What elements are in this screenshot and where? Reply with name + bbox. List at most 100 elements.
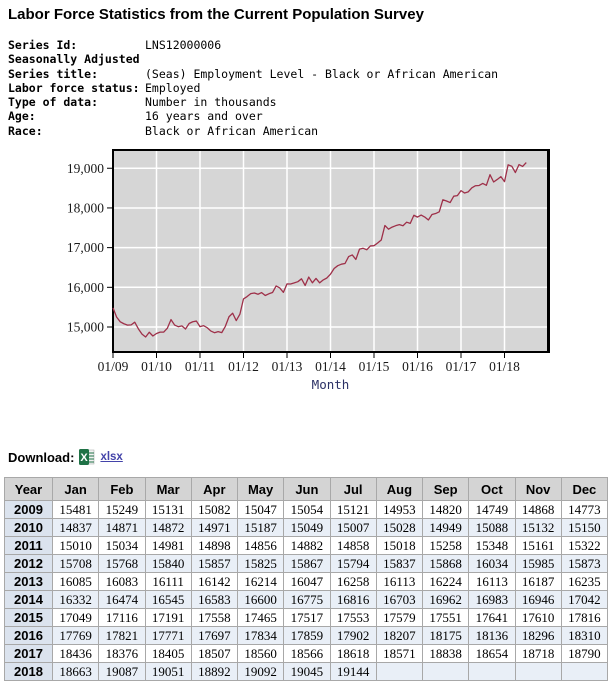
excel-icon[interactable]: X	[79, 449, 95, 465]
value-cell: 15985	[514, 554, 562, 573]
year-cell: 2009	[4, 500, 53, 519]
value-cell: 15088	[468, 518, 516, 537]
value-cell: 18718	[514, 644, 562, 663]
value-cell: 14981	[144, 536, 192, 555]
value-cell: 18838	[421, 644, 470, 663]
value-cell: 14872	[144, 518, 192, 537]
value-cell: 16083	[98, 572, 146, 591]
value-cell: 15150	[560, 518, 609, 537]
table-row: 2014 16332 16474 16545 16583 16600 16775 16816 1…	[4, 590, 609, 609]
month-header-cell: May	[236, 477, 285, 501]
labor-force-status-row: Labor force status: Employed	[8, 81, 498, 95]
month-header-cell: Jun	[283, 477, 331, 501]
x-tick-label: 01/13	[272, 359, 303, 374]
y-tick-label: 19,000	[67, 161, 104, 176]
month-header-cell: Dec	[560, 477, 609, 501]
value-cell: 14882	[283, 536, 331, 555]
x-tick-label: 01/11	[185, 359, 215, 374]
value-cell: 16113	[375, 572, 424, 591]
page-title: Labor Force Statistics from the Current …	[8, 6, 424, 23]
value-cell: 17116	[98, 608, 146, 627]
value-cell: 16214	[236, 572, 285, 591]
value-cell: 15258	[421, 536, 470, 555]
year-cell: 2016	[4, 626, 53, 645]
year-cell: 2014	[4, 590, 53, 609]
value-cell: 17553	[329, 608, 377, 627]
value-cell: 15249	[98, 500, 146, 519]
x-tick-label: 01/16	[402, 359, 433, 374]
value-cell: 18376	[98, 644, 146, 663]
value-cell: 14820	[421, 500, 470, 519]
year-cell: 2017	[4, 644, 53, 663]
x-tick-label: 01/18	[489, 359, 520, 374]
value-cell: 18310	[560, 626, 609, 645]
xlsx-download-link[interactable]: xlsx	[100, 451, 123, 463]
x-tick-label: 01/15	[359, 359, 390, 374]
value-cell: 16474	[98, 590, 146, 609]
table-row: 2010 14837 14871 14872 14971 15187 15049 15007 1…	[4, 518, 609, 537]
value-cell: 15018	[375, 536, 424, 555]
value-cell: 14953	[375, 500, 424, 519]
race-row: Race: Black or African American	[8, 124, 498, 138]
type-of-data-row: Type of data: Number in thousands	[8, 95, 498, 109]
year-cell: 2010	[4, 518, 53, 537]
value-cell: 18560	[236, 644, 285, 663]
value-cell: 14837	[51, 518, 100, 537]
type-of-data-label: Type of data:	[8, 95, 99, 110]
value-cell	[560, 662, 609, 681]
value-cell: 18175	[421, 626, 470, 645]
value-cell: 17821	[98, 626, 146, 645]
value-cell: 18892	[190, 662, 239, 681]
value-cell: 15049	[283, 518, 331, 537]
value-cell: 14868	[514, 500, 562, 519]
value-cell: 16113	[468, 572, 516, 591]
value-cell: 16816	[329, 590, 377, 609]
value-cell: 17579	[375, 608, 424, 627]
value-cell: 18507	[190, 644, 239, 663]
x-tick-label: 01/10	[141, 359, 172, 374]
value-cell: 15047	[236, 500, 285, 519]
employment-level-line-chart: 15,000 16,000 17,000 18,000 19,000 01/09 01/10…	[67, 149, 550, 392]
value-cell: 15840	[144, 554, 192, 573]
table-head: Year Jan Feb Mar Apr May Jun Jul Aug Sep Oct Nov Dec	[4, 477, 609, 501]
value-cell: 15187	[236, 518, 285, 537]
value-cell: 18436	[51, 644, 100, 663]
value-cell	[375, 662, 424, 681]
value-cell: 17558	[190, 608, 239, 627]
value-cell: 14858	[329, 536, 377, 555]
x-axis-title: Month	[312, 377, 350, 392]
year-cell: 2012	[4, 554, 53, 573]
value-cell: 16962	[421, 590, 470, 609]
series-title-value: (Seas) Employment Level - Black or Afric…	[145, 66, 499, 81]
table-row: 2018 18663 19087 19051 18892 19092 19045 19144	[4, 662, 609, 681]
value-cell: 17191	[144, 608, 192, 627]
age-value: 16 years and over	[145, 109, 263, 124]
value-cell: 16111	[144, 572, 192, 591]
value-cell	[421, 662, 470, 681]
age-label: Age:	[8, 109, 36, 124]
y-tick-label: 18,000	[67, 200, 104, 215]
month-header-cell: Jul	[329, 477, 377, 501]
value-cell: 19087	[98, 662, 146, 681]
value-cell: 15054	[283, 500, 331, 519]
value-cell: 15825	[236, 554, 285, 573]
x-tick-label: 01/09	[98, 359, 129, 374]
value-cell: 15121	[329, 500, 377, 519]
value-cell: 16034	[468, 554, 516, 573]
value-cell: 18790	[560, 644, 609, 663]
value-cell: 17049	[51, 608, 100, 627]
value-cell: 15768	[98, 554, 146, 573]
value-cell: 14773	[560, 500, 609, 519]
value-cell: 18663	[51, 662, 100, 681]
series-id-row: Series Id: LNS12000006	[8, 38, 498, 52]
value-cell: 15007	[329, 518, 377, 537]
value-cell: 19144	[329, 662, 377, 681]
value-cell: 14898	[190, 536, 239, 555]
y-tick-label: 15,000	[67, 319, 104, 334]
table-row: 2013 16085 16083 16111 16142 16214 16047 16258 1…	[4, 572, 609, 591]
value-cell: 18566	[283, 644, 331, 663]
value-cell: 15010	[51, 536, 100, 555]
data-table: Year Jan Feb Mar Apr May Jun Jul Aug Sep Oct Nov Dec…	[4, 477, 609, 681]
value-cell: 15837	[375, 554, 424, 573]
x-tick-label: 01/17	[446, 359, 477, 374]
